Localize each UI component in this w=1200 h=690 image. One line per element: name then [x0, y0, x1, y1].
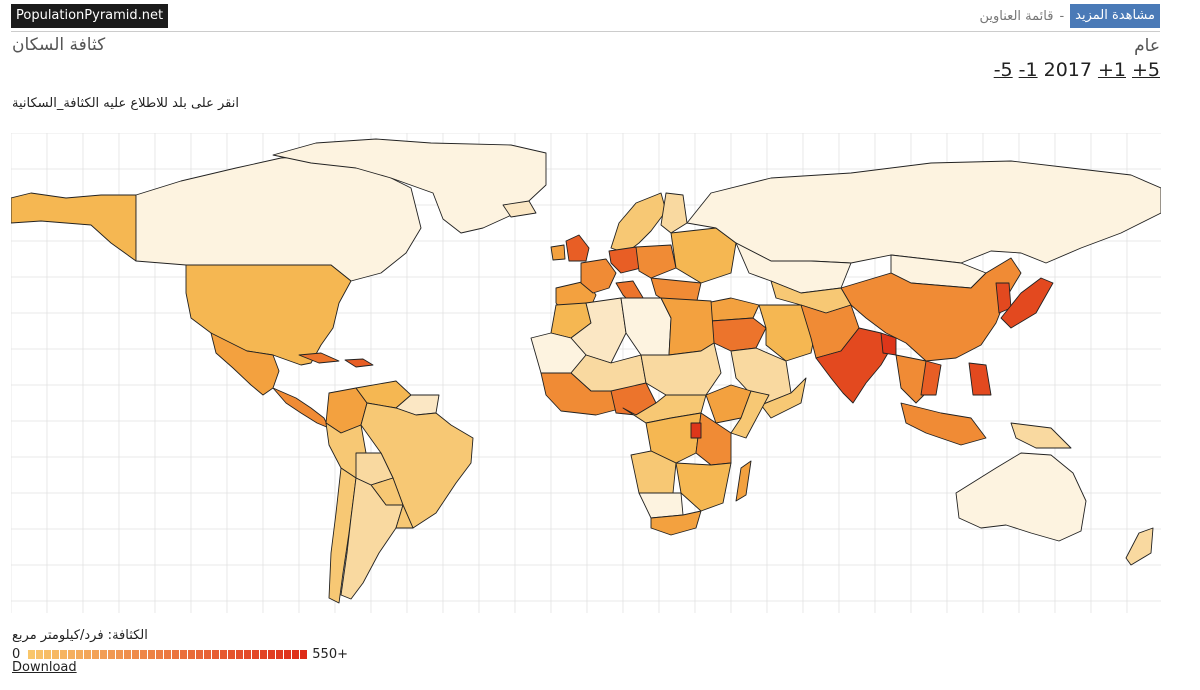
country-ireland[interactable]: [550, 244, 566, 261]
country-finland[interactable]: [660, 192, 688, 234]
legend-swatch: [28, 649, 36, 659]
legend-swatch: [260, 649, 268, 659]
current-year: 2017: [1043, 59, 1092, 81]
page-title: كثافة السكان: [12, 35, 106, 55]
legend-swatch: [300, 649, 308, 659]
legend-swatch: [284, 649, 292, 659]
view-more-button[interactable]: مشاهدة المزيد: [1070, 4, 1160, 28]
color-legend: 0 550+: [12, 646, 348, 662]
country-iceland[interactable]: [502, 200, 537, 218]
legend-swatch: [292, 649, 300, 659]
country-france[interactable]: [580, 258, 617, 294]
legend-swatch: [44, 649, 52, 659]
header-divider: [11, 31, 1160, 32]
legend-min-label: 0: [12, 646, 21, 662]
site-logo[interactable]: PopulationPyramid.net: [11, 4, 169, 28]
country-namibia-botswana[interactable]: [638, 492, 684, 519]
country-argentina[interactable]: [340, 477, 404, 600]
world-density-map: [11, 133, 1161, 613]
legend-swatches: [28, 649, 308, 659]
legend-swatch: [68, 649, 76, 659]
legend-swatch: [132, 649, 140, 659]
legend-max-label: 550+: [312, 646, 348, 662]
country-horn[interactable]: [730, 390, 770, 439]
country-south-africa[interactable]: [650, 510, 702, 536]
country-uk[interactable]: [565, 234, 590, 262]
download-link[interactable]: Download: [12, 660, 77, 675]
country-papua[interactable]: [1010, 422, 1072, 449]
legend-swatch: [236, 649, 244, 659]
country-rwanda-burundi[interactable]: [690, 422, 702, 439]
legend-swatch: [52, 649, 60, 659]
country-cuba[interactable]: [298, 352, 340, 364]
legend-swatch: [140, 649, 148, 659]
country-mexico[interactable]: [210, 332, 280, 396]
country-greenland[interactable]: [272, 138, 547, 234]
legend-swatch: [172, 649, 180, 659]
country-angola[interactable]: [630, 450, 677, 494]
country-hispaniola[interactable]: [344, 358, 374, 368]
legend-swatch: [124, 649, 132, 659]
legend-swatch: [180, 649, 188, 659]
legend-swatch: [220, 649, 228, 659]
country-philippines[interactable]: [968, 362, 992, 396]
year-minus-5-link[interactable]: -5: [993, 59, 1013, 81]
map-instruction: انقر على بلد للاطلاع عليه الكثافة_السكان…: [12, 96, 239, 111]
legend-swatch: [60, 649, 68, 659]
country-new-zealand[interactable]: [1125, 527, 1154, 566]
country-benelux-germany[interactable]: [608, 246, 642, 274]
country-china[interactable]: [840, 257, 1022, 362]
year-minus-1-link[interactable]: -1: [1018, 59, 1038, 81]
legend-swatch: [252, 649, 260, 659]
legend-title: الكثافة: فرد/كيلومتر مربع: [12, 628, 148, 643]
legend-swatch: [156, 649, 164, 659]
country-indonesia[interactable]: [900, 402, 987, 446]
legend-swatch: [108, 649, 116, 659]
legend-swatch: [92, 649, 100, 659]
legend-swatch: [228, 649, 236, 659]
country-alaska[interactable]: [11, 192, 137, 262]
country-central-europe[interactable]: [635, 244, 677, 279]
legend-swatch: [212, 649, 220, 659]
country-vietnam[interactable]: [920, 360, 942, 396]
country-japan[interactable]: [1000, 277, 1054, 329]
year-plus-5-link[interactable]: +5: [1131, 59, 1160, 81]
legend-swatch: [116, 649, 124, 659]
country-usa[interactable]: [185, 264, 352, 366]
legend-swatch: [204, 649, 212, 659]
legend-swatch: [100, 649, 108, 659]
legend-swatch: [244, 649, 252, 659]
country-australia[interactable]: [955, 452, 1087, 542]
map-canvas: [11, 133, 1161, 613]
legend-swatch: [196, 649, 204, 659]
country-chad-sudan[interactable]: [640, 342, 722, 396]
legend-swatch: [188, 649, 196, 659]
legend-swatch: [268, 649, 276, 659]
country-india[interactable]: [815, 327, 892, 404]
legend-swatch: [84, 649, 92, 659]
title-list-link[interactable]: قائمة العناوين: [979, 8, 1054, 24]
top-nav: مشاهدة المزيد - قائمة العناوين: [979, 4, 1160, 28]
legend-swatch: [148, 649, 156, 659]
legend-swatch: [276, 649, 284, 659]
country-yemen-oman[interactable]: [760, 377, 807, 419]
country-madagascar[interactable]: [735, 460, 752, 502]
legend-swatch: [76, 649, 84, 659]
year-label: عام: [1134, 36, 1160, 56]
legend-swatch: [164, 649, 172, 659]
legend-swatch: [36, 649, 44, 659]
year-plus-1-link[interactable]: +1: [1097, 59, 1126, 81]
nav-separator: -: [1059, 8, 1065, 24]
country-uruguay[interactable]: [395, 504, 414, 529]
year-navigation: -5 -1 2017 +1 +5: [994, 59, 1160, 81]
